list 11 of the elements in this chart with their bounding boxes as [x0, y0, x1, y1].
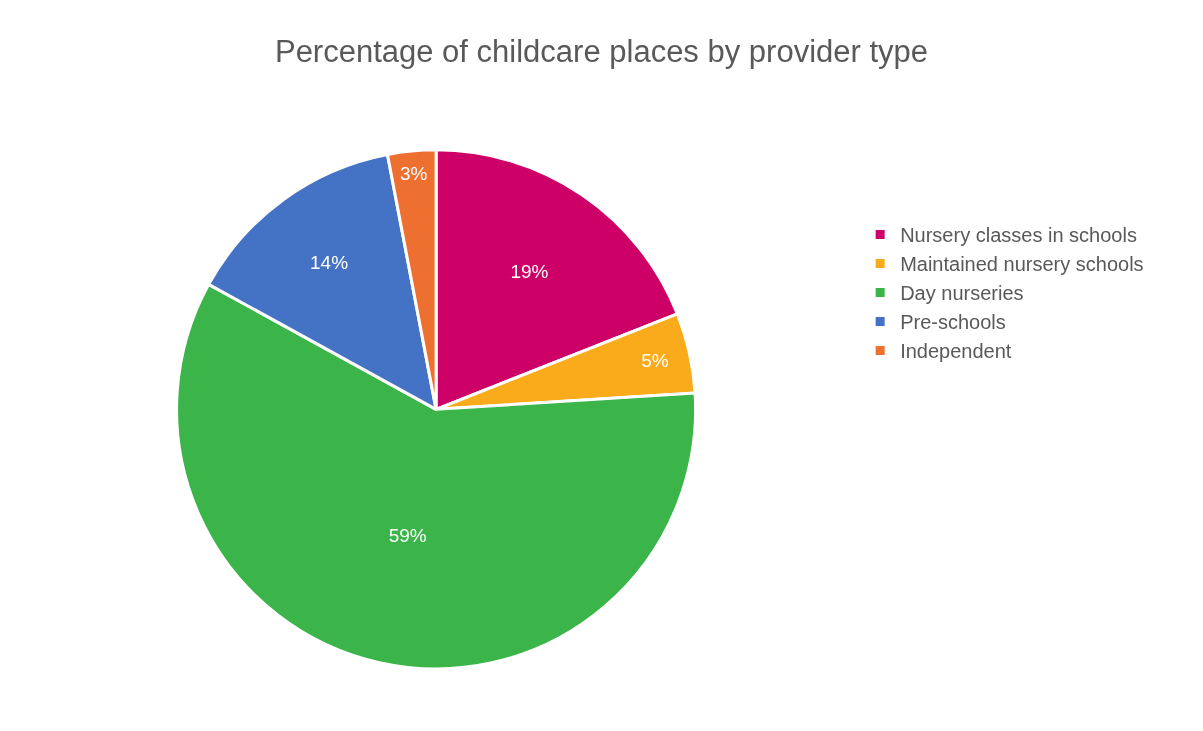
- data-label: 59%: [388, 525, 427, 547]
- legend-label: Day nurseries: [900, 282, 1024, 305]
- legend-label: Independent: [900, 340, 1012, 363]
- chart-title: Percentage of childcare places by provider type: [274, 34, 929, 70]
- data-label: 14%: [310, 251, 349, 273]
- legend-label: Nursery classes in schools: [900, 224, 1137, 247]
- legend-label: Pre-schools: [900, 311, 1006, 334]
- data-label: 3%: [399, 162, 428, 184]
- data-label: 19%: [510, 261, 549, 283]
- legend-label: Maintained nursery schools: [900, 253, 1144, 276]
- data-label: 5%: [641, 349, 669, 371]
